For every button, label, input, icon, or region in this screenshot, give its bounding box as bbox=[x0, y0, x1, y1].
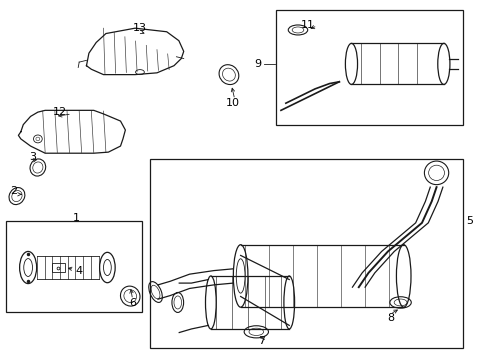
Text: 2: 2 bbox=[10, 186, 17, 196]
Text: 12: 12 bbox=[53, 107, 67, 117]
Bar bbox=[52, 263, 65, 272]
Text: 7: 7 bbox=[258, 336, 264, 346]
Text: 1: 1 bbox=[73, 212, 80, 222]
Text: 10: 10 bbox=[225, 98, 239, 108]
Text: 4: 4 bbox=[76, 266, 82, 276]
Text: 13: 13 bbox=[133, 23, 147, 33]
Text: 3: 3 bbox=[29, 152, 37, 162]
Bar bbox=[149, 158, 462, 348]
Text: 8: 8 bbox=[386, 312, 393, 323]
Bar bbox=[276, 10, 462, 125]
Text: 11: 11 bbox=[301, 19, 314, 30]
Text: 5: 5 bbox=[465, 216, 472, 226]
Bar bbox=[6, 221, 142, 312]
Text: 9: 9 bbox=[254, 59, 261, 69]
Text: 6: 6 bbox=[129, 298, 136, 308]
